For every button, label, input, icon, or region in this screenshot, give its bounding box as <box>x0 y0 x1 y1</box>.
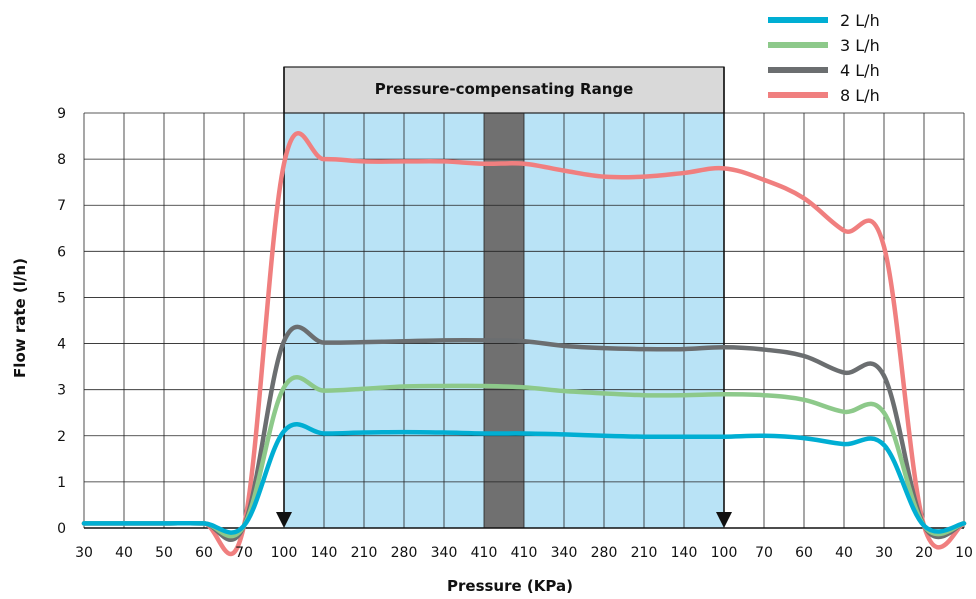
x-tick-label: 140 <box>311 545 338 561</box>
x-tick-label: 100 <box>711 545 738 561</box>
legend-label: 2 L/h <box>840 11 880 30</box>
x-tick-label: 40 <box>115 545 133 561</box>
x-tick-label: 30 <box>875 545 893 561</box>
tick-layer: 30 40 50 60 70 100 140 210 280 340 410 410 340 280 210… <box>57 106 973 561</box>
x-tick-label: 210 <box>631 545 658 561</box>
x-tick-label: 280 <box>591 545 618 561</box>
grid-layer <box>83 67 965 529</box>
x-tick-label: 140 <box>671 545 698 561</box>
x-tick-label: 280 <box>391 545 418 561</box>
range-layer <box>283 66 725 528</box>
x-tick-label: 70 <box>235 545 253 561</box>
y-tick-label: 2 <box>57 429 66 445</box>
x-axis-title: Pressure (KPa) <box>447 577 573 595</box>
legend: 2 L/h 3 L/h 4 L/h 8 L/h <box>768 11 880 105</box>
legend-label: 3 L/h <box>840 36 880 55</box>
y-tick-label: 5 <box>57 290 66 306</box>
x-tick-label: 100 <box>271 545 298 561</box>
x-tick-label: 30 <box>75 545 93 561</box>
x-tick-label: 20 <box>915 545 933 561</box>
legend-label: 4 L/h <box>840 61 880 80</box>
x-tick-label: 210 <box>351 545 378 561</box>
y-tick-label: 7 <box>57 198 66 214</box>
x-tick-label: 410 <box>471 545 498 561</box>
range-start-arrow <box>276 512 292 528</box>
y-tick-label: 8 <box>57 152 66 168</box>
x-tick-label: 70 <box>755 545 773 561</box>
y-tick-label: 9 <box>57 106 66 122</box>
range-highlight <box>484 113 524 528</box>
y-tick-label: 6 <box>57 244 66 260</box>
series-line-8-l-h <box>81 131 967 557</box>
series-layer <box>81 131 967 557</box>
x-tick-label: 340 <box>551 545 578 561</box>
x-tick-label: 60 <box>795 545 813 561</box>
x-tick-label: 410 <box>511 545 538 561</box>
x-tick-label: 60 <box>195 545 213 561</box>
x-tick-label: 10 <box>955 545 973 561</box>
legend-label: 8 L/h <box>840 86 880 105</box>
y-tick-label: 1 <box>57 475 66 491</box>
y-axis-title: Flow rate (l/h) <box>11 258 29 378</box>
y-tick-label: 3 <box>57 383 66 399</box>
x-tick-label: 50 <box>155 545 173 561</box>
y-tick-label: 0 <box>57 521 66 537</box>
series-line-2-l-h <box>81 422 967 535</box>
y-tick-label: 4 <box>57 337 66 353</box>
x-tick-label: 40 <box>835 545 853 561</box>
range-header-label: Pressure-compensating Range <box>375 80 634 98</box>
range-end-arrow <box>716 512 732 528</box>
x-tick-label: 340 <box>431 545 458 561</box>
